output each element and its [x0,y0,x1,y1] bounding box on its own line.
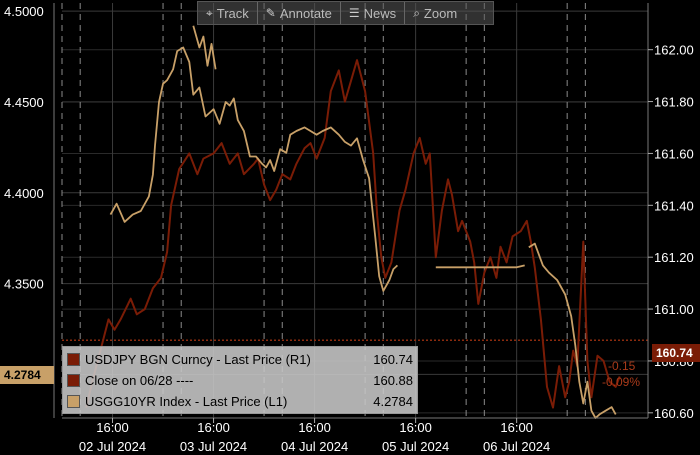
legend-swatch-usdjpy [67,352,80,366]
right-tick-label: 161.40 [654,198,694,213]
x-tick-time: 16:00 [197,420,230,435]
legend-label: USGG10YR Index - Last Price (L1) [85,393,288,409]
legend-label: Close on 06/28 ---- [85,372,194,388]
usgg10yr-line-segment [192,25,217,70]
x-axis: 16:00 02 Jul 2024 16:00 03 Jul 2024 16:00 04 … [62,417,648,454]
chart-legend[interactable]: USDJPY BGN Curncy - Last Price (R1) 160.… [62,346,418,414]
news-button[interactable]: ☰ News [341,2,406,24]
legend-value: 160.74 [373,351,413,367]
usgg10yr-line-segment [435,264,525,269]
chart-toolbar: ⌖ Track ✎ Annotate ☰ News ⌕ Zoom [197,1,494,25]
annotate-label: Annotate [279,5,332,21]
usgg10yr-change-label: -0.09% [602,375,641,389]
right-last-value-tag: 160.74 [652,344,700,362]
right-tick-label: 162.00 [654,43,694,58]
right-tick-label: 161.80 [654,95,694,110]
legend-row-close: Close on 06/28 ---- 160.88 [67,371,413,389]
left-tick-label: 4.3500 [4,277,44,292]
track-label: Track [216,5,249,21]
legend-value: 4.2784 [373,393,413,409]
right-tick-label: 161.60 [654,146,694,161]
news-icon: ☰ [348,6,360,20]
x-tick-time: 16:00 [96,420,129,435]
legend-row-usgg10yr: USGG10YR Index - Last Price (L1) 4.2784 [67,392,413,410]
x-tick-date: 06 Jul 2024 [483,439,550,454]
zoom-button[interactable]: ⌕ Zoom [405,2,465,24]
legend-label: USDJPY BGN Curncy - Last Price (R1) [85,351,311,367]
x-tick-time: 16:00 [399,420,432,435]
legend-row-usdjpy: USDJPY BGN Curncy - Last Price (R1) 160.… [67,350,413,368]
usgg10yr-line-segment [528,242,617,419]
annotate-button[interactable]: ✎ Annotate [258,2,341,24]
right-tick-label: 161.20 [654,250,694,265]
x-tick-date: 04 Jul 2024 [281,439,348,454]
x-tick-date: 02 Jul 2024 [79,439,146,454]
left-tick-label: 4.4000 [4,186,44,201]
usgg10yr-line-segment [109,46,399,292]
left-tick-label: 4.4500 [4,95,44,110]
x-tick-time: 16:00 [298,420,331,435]
legend-swatch-usgg10yr [67,394,80,408]
left-tick-label: 4.5000 [4,4,44,19]
zoom-icon: ⌕ [413,5,420,20]
x-tick-date: 05 Jul 2024 [382,439,449,454]
news-label: News [363,5,397,21]
crosshair-icon: ⌖ [206,5,213,20]
right-tick-label: 161.00 [654,302,694,317]
right-tick-label: 160.60 [654,406,694,421]
x-tick-time: 16:00 [500,420,533,435]
legend-value: 160.88 [373,372,413,388]
series-group [85,25,621,419]
x-tick-date: 03 Jul 2024 [180,439,247,454]
grid-lines [62,3,648,418]
right-axis: 162.00 161.80 161.60 161.40 161.20 161.00 160.… [647,3,694,421]
left-last-value-tag: 4.2784 [0,366,54,384]
usdjpy-line [85,59,621,409]
zoom-label: Zoom [423,5,458,21]
legend-swatch-close [67,373,80,387]
track-button[interactable]: ⌖ Track [198,2,258,24]
usdjpy-change-label: -0.15 [608,359,636,373]
pencil-icon: ✎ [265,6,276,20]
